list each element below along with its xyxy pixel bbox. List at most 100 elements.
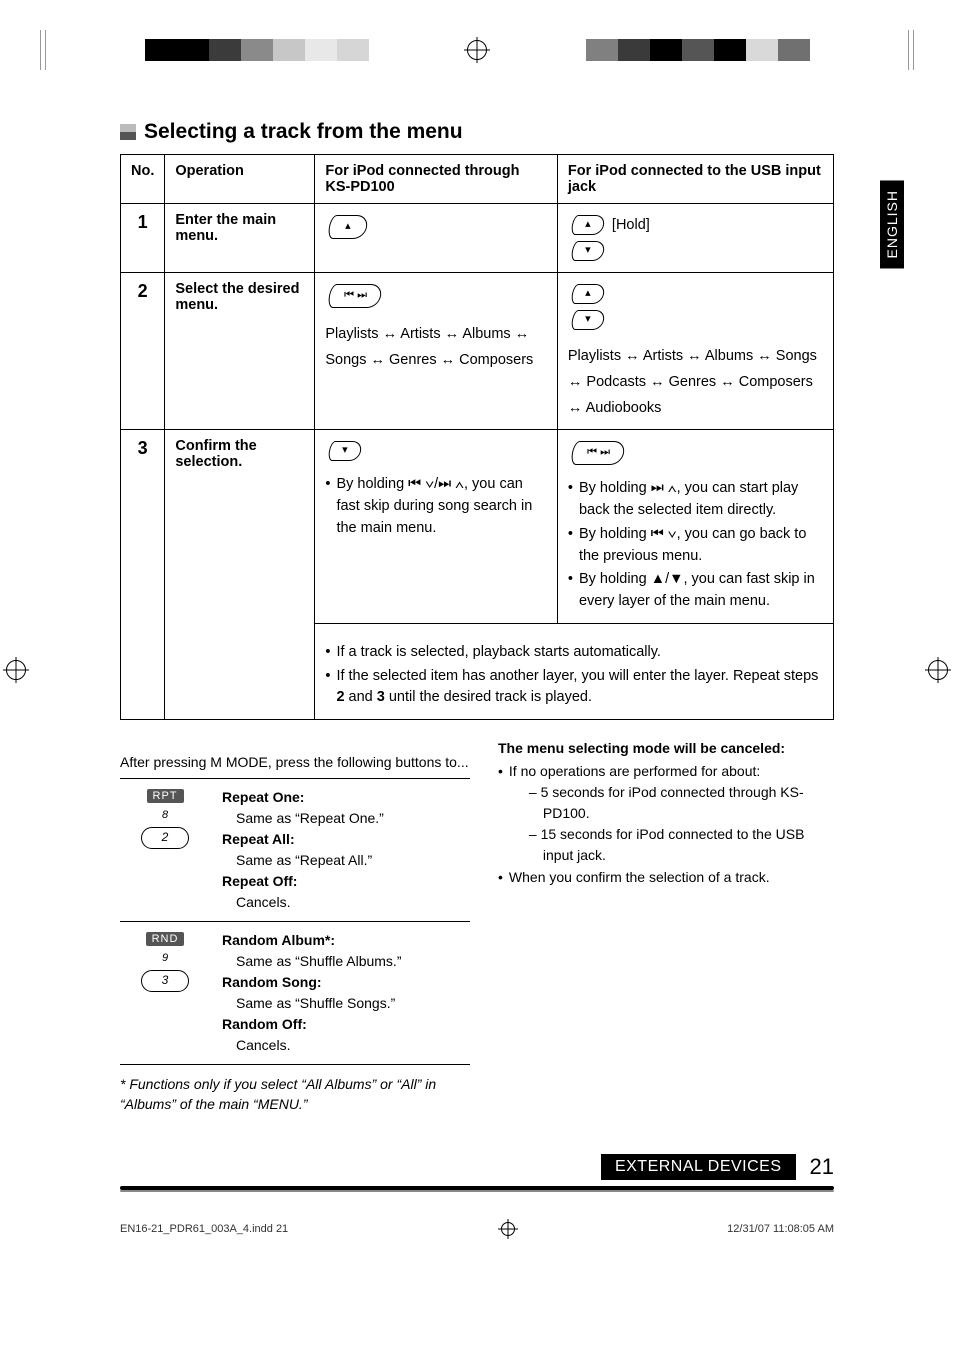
col-usb: For iPod connected to the USB input jack bbox=[557, 155, 833, 204]
colorbar-swatch bbox=[305, 39, 337, 61]
section-title: Selecting a track from the menu bbox=[120, 120, 834, 144]
mode-intro-text: After pressing M MODE, press the followi… bbox=[120, 754, 470, 770]
mode-text-cell: Repeat One: Same as “Repeat One.” Repeat A… bbox=[210, 779, 470, 921]
mode-item-title: Random Off: bbox=[222, 1016, 307, 1032]
mode-icon-cell: RND 9 3 bbox=[120, 922, 210, 1064]
crop-marks-left bbox=[40, 30, 46, 70]
remote-button-icon: 2 bbox=[141, 827, 189, 849]
mode-item-title: Random Album*: bbox=[222, 932, 335, 948]
shared-note-1: If a track is selected, playback starts … bbox=[336, 642, 661, 664]
down-button-icon: ▾ bbox=[328, 441, 364, 461]
colorbar-swatch bbox=[337, 39, 369, 61]
menu-chain-usb: Playlists ↔ Artists ↔ Albums ↔ Songs ↔ P… bbox=[568, 343, 823, 421]
footer-rule-thin bbox=[120, 1190, 834, 1192]
crop-marks-right bbox=[908, 30, 914, 70]
footer-section-label: EXTERNAL DEVICES bbox=[601, 1154, 796, 1180]
colorbar-swatch bbox=[145, 39, 177, 61]
cancel-bullet-1: If no operations are performed for about… bbox=[509, 763, 760, 779]
mode-row: RPT82Repeat One:Same as “Repeat One.”Rep… bbox=[120, 779, 470, 921]
prev-next-button-icon: ⏮ ⏭ bbox=[327, 284, 383, 308]
cancel-bullet-2: When you confirm the selection of a trac… bbox=[509, 866, 770, 888]
step-2-usb: ▴ ▾ Playlists ↔ Artists ↔ Albums ↔ Songs… bbox=[557, 273, 833, 430]
mode-icon-cell: RPT 8 2 bbox=[120, 779, 210, 921]
table-row: 3 Confirm the selection. ▾ By holding ⏮ … bbox=[121, 430, 834, 624]
pd100-hold-note: By holding ⏮ ∨/⏭ ∧, you can fast skip du… bbox=[336, 474, 546, 539]
registration-target-top bbox=[467, 40, 487, 60]
table-row: 2 Select the desired menu. ⏮ ⏭ Playlists… bbox=[121, 273, 834, 430]
colorbar-swatch bbox=[586, 39, 618, 61]
imprint-timestamp: 12/31/07 11:08:05 AM bbox=[727, 1223, 834, 1235]
colorbar-swatch bbox=[778, 39, 810, 61]
colorbar-swatch bbox=[714, 39, 746, 61]
hold-label: [Hold] bbox=[612, 217, 650, 233]
cancel-sub-2: – 15 seconds for iPod connected to the U… bbox=[529, 824, 834, 866]
step-operation: Enter the main menu. bbox=[165, 204, 315, 273]
prev-next-button-icon: ⏮ ⏭ bbox=[570, 441, 626, 465]
usb-note-3: By holding ▲/▼, you can fast skip in eve… bbox=[579, 569, 823, 613]
page-footer: EXTERNAL DEVICES 21 bbox=[40, 1154, 914, 1180]
mode-item-title: Random Song: bbox=[222, 974, 322, 990]
step-operation: Select the desired menu. bbox=[165, 273, 315, 430]
step-3-pd100: ▾ By holding ⏮ ∨/⏭ ∧, you can fast skip … bbox=[315, 430, 558, 624]
colorbar-swatch bbox=[177, 39, 209, 61]
step-1-usb: ▴ [Hold] ▾ bbox=[557, 204, 833, 273]
mode-row: RND 9 3 Random Album*: Same as “Shuffle Albu… bbox=[120, 921, 470, 1064]
step-2-pd100: ⏮ ⏭ Playlists ↔ Artists ↔ Albums ↔ Songs… bbox=[315, 273, 558, 430]
step-3-usb: ⏮ ⏭ By holding ⏭ ∧, you can start play b… bbox=[557, 430, 833, 624]
footnote: * Functions only if you select “All Albu… bbox=[120, 1075, 470, 1114]
registration-target-left bbox=[6, 660, 26, 680]
mode-badge-num: 8 bbox=[162, 809, 168, 821]
printer-colorbar bbox=[40, 30, 914, 70]
colorbar-swatch bbox=[650, 39, 682, 61]
imprint-bar: EN16-21_PDR61_003A_4.indd 21 12/31/07 11… bbox=[120, 1222, 834, 1236]
up-button-icon: ▴ bbox=[327, 215, 369, 239]
down-button-icon: ▾ bbox=[570, 241, 606, 261]
up-button-icon: ▴ bbox=[570, 215, 606, 235]
col-operation: Operation bbox=[165, 155, 315, 204]
mode-item-desc: Same as “Repeat All.” bbox=[222, 850, 372, 871]
language-tab: ENGLISH bbox=[880, 180, 904, 268]
mode-badge: RND bbox=[146, 932, 185, 946]
mode-badge-num: 9 bbox=[162, 952, 168, 964]
mode-item-title: Repeat Off: bbox=[222, 873, 297, 889]
registration-target-bottom bbox=[501, 1222, 515, 1236]
step-operation: Confirm the selection. bbox=[165, 430, 315, 720]
colorbar-swatch bbox=[273, 39, 305, 61]
colorbar-swatch bbox=[241, 39, 273, 61]
usb-note-1: By holding ⏭ ∧, you can start play back … bbox=[579, 478, 823, 522]
menu-selection-table: No. Operation For iPod connected through… bbox=[120, 154, 834, 720]
mode-item-desc: Cancels. bbox=[222, 1035, 290, 1056]
cancel-title: The menu selecting mode will be canceled… bbox=[498, 740, 834, 756]
col-pd100: For iPod connected through KS-PD100 bbox=[315, 155, 558, 204]
section-title-text: Selecting a track from the menu bbox=[144, 120, 463, 144]
mode-item-desc: Same as “Shuffle Songs.” bbox=[222, 993, 395, 1014]
mode-item-desc: Same as “Shuffle Albums.” bbox=[222, 951, 401, 972]
mode-text-cell: Random Album*: Same as “Shuffle Albums.” R… bbox=[210, 922, 470, 1064]
registration-target-right bbox=[928, 660, 948, 680]
step-1-pd100: ▴ bbox=[315, 204, 558, 273]
cancel-sub-1: – 5 seconds for iPod connected through K… bbox=[529, 782, 834, 824]
mode-item-title: Repeat All: bbox=[222, 831, 295, 847]
step-3-shared-notes: If a track is selected, playback starts … bbox=[315, 623, 834, 719]
step-number: 2 bbox=[121, 273, 165, 430]
colorbar-swatch bbox=[209, 39, 241, 61]
mode-item-desc: Same as “Repeat One.” bbox=[222, 808, 384, 829]
colorbar-swatch bbox=[618, 39, 650, 61]
mode-buttons-table: RPT82Repeat One:Same as “Repeat One.”Rep… bbox=[120, 778, 470, 1065]
shared-note-2: If the selected item has another layer, … bbox=[336, 666, 823, 710]
imprint-file: EN16-21_PDR61_003A_4.indd 21 bbox=[120, 1223, 288, 1235]
colorbar-swatch bbox=[682, 39, 714, 61]
mode-item-title: Repeat One: bbox=[222, 789, 304, 805]
mode-badge: RPT bbox=[147, 789, 184, 803]
usb-note-2: By holding ⏮ ∨, you can go back to the p… bbox=[579, 524, 823, 568]
col-no: No. bbox=[121, 155, 165, 204]
up-button-icon: ▴ bbox=[570, 284, 606, 304]
table-row: 1 Enter the main menu. ▴ ▴ [Hold] ▾ bbox=[121, 204, 834, 273]
mode-item-desc: Cancels. bbox=[222, 892, 290, 913]
footer-page-number: 21 bbox=[810, 1154, 834, 1180]
remote-button-icon: 3 bbox=[141, 970, 189, 992]
section-bullet-icon bbox=[120, 124, 136, 140]
menu-chain-pd100: Playlists ↔ Artists ↔ Albums ↔ Songs ↔ G… bbox=[325, 321, 547, 373]
step-number: 1 bbox=[121, 204, 165, 273]
step-number: 3 bbox=[121, 430, 165, 720]
